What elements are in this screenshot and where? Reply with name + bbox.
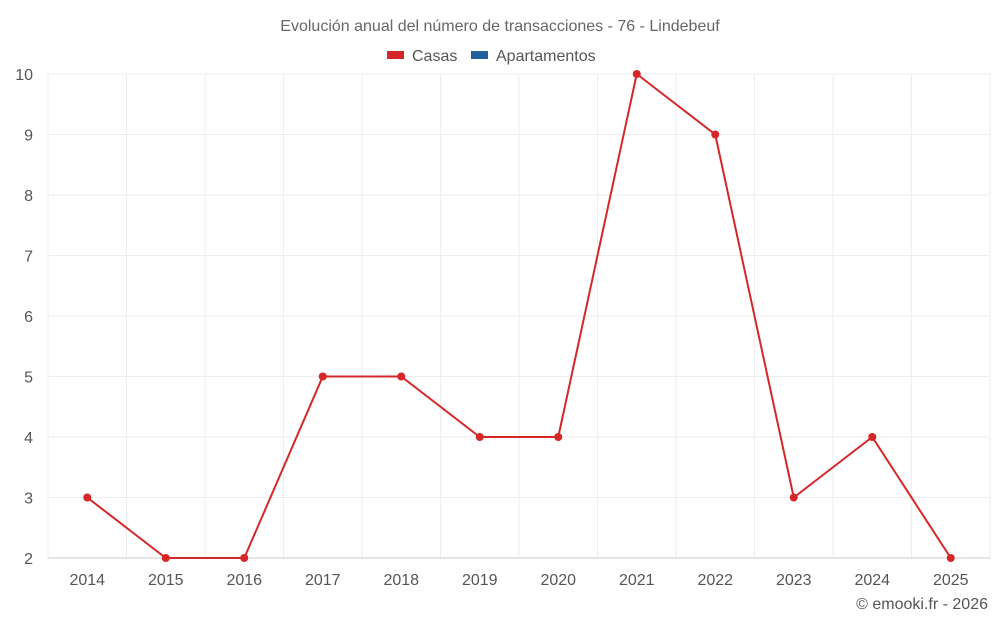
chart-title: Evolución anual del número de transaccio… xyxy=(280,18,720,35)
data-point-casas[interactable] xyxy=(318,372,327,381)
data-point-casas[interactable] xyxy=(240,554,249,562)
x-tick-label: 2018 xyxy=(383,572,419,589)
y-tick-label: 7 xyxy=(24,249,33,266)
data-point-casas[interactable] xyxy=(789,493,798,502)
data-point-casas[interactable] xyxy=(554,433,563,441)
series-layer xyxy=(83,70,955,562)
x-tick-label: 2016 xyxy=(226,572,262,589)
x-tick-label: 2015 xyxy=(148,572,184,589)
y-tick-label: 10 xyxy=(15,67,33,84)
data-point-casas[interactable] xyxy=(161,554,170,562)
legend-item-casas[interactable]: Casas xyxy=(387,48,457,65)
legend-swatch-apartamentos xyxy=(471,51,488,59)
y-tick-label: 8 xyxy=(24,188,33,205)
legend-item-apartamentos[interactable]: Apartamentos xyxy=(471,48,596,65)
y-tick-label: 2 xyxy=(24,551,33,568)
axes: 2 3 4 5 6 7 8 9 10 2014 2015 2016 2017 2018 2019 2020 20… xyxy=(15,67,990,589)
data-point-casas[interactable] xyxy=(632,70,641,78)
data-point-casas[interactable] xyxy=(83,493,92,502)
x-tick-label: 2020 xyxy=(540,572,576,589)
x-tick-label: 2019 xyxy=(462,572,498,589)
data-point-casas[interactable] xyxy=(475,433,484,441)
x-tick-label: 2025 xyxy=(933,572,969,589)
credit-text: © emooki.fr - 2026 xyxy=(856,596,988,613)
data-point-casas[interactable] xyxy=(946,554,955,562)
x-tick-label: 2021 xyxy=(619,572,655,589)
y-tick-label: 9 xyxy=(24,128,33,145)
legend-label-casas: Casas xyxy=(412,48,457,65)
x-tick-label: 2014 xyxy=(69,572,105,589)
grid xyxy=(47,73,991,559)
x-tick-label: 2024 xyxy=(854,572,890,589)
series-line-casas xyxy=(86,73,952,559)
legend: Casas Apartamentos xyxy=(387,48,596,65)
x-tick-label: 2022 xyxy=(697,572,733,589)
y-tick-label: 5 xyxy=(24,370,33,387)
data-point-casas[interactable] xyxy=(397,372,406,381)
legend-label-apartamentos: Apartamentos xyxy=(496,48,596,65)
data-point-casas[interactable] xyxy=(868,433,877,441)
data-point-casas[interactable] xyxy=(711,130,720,139)
y-tick-label: 6 xyxy=(24,309,33,326)
x-tick-label: 2023 xyxy=(776,572,812,589)
legend-swatch-casas xyxy=(387,51,404,59)
y-tick-label: 3 xyxy=(24,491,33,508)
y-tick-label: 4 xyxy=(24,430,33,447)
x-tick-label: 2017 xyxy=(305,572,341,589)
